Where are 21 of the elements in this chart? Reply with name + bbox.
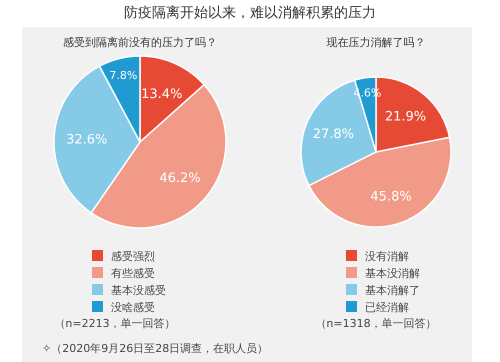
data-label: 21.9% bbox=[384, 110, 426, 125]
legend-label: 基本没感受 bbox=[111, 284, 166, 297]
data-label: 7.8% bbox=[109, 69, 138, 82]
legend-label: 基本消解了 bbox=[365, 284, 420, 297]
chart-title: 防疫隔离开始以来，难以消解积累的压力 bbox=[124, 5, 376, 21]
data-label: 32.6% bbox=[66, 132, 108, 148]
legend-label: 已经消解 bbox=[365, 300, 409, 314]
data-label: 13.4% bbox=[141, 86, 182, 102]
legend-label: 基本没消解 bbox=[365, 266, 420, 280]
legend-label: 感受强烈 bbox=[111, 250, 155, 263]
legend-label: 没啥感受 bbox=[111, 300, 155, 314]
text: ✧（2020年9月26日至28日调查，在职人员） bbox=[42, 342, 268, 355]
chart-subtitle: 现在压力消解了吗？ bbox=[326, 36, 426, 49]
data-label: 27.8% bbox=[312, 127, 354, 142]
data-label: 46.2% bbox=[159, 170, 201, 186]
legend-label: 没有消解 bbox=[365, 250, 409, 263]
chart-subtitle: 感受到隔离前没有的压力了吗？ bbox=[63, 36, 217, 49]
legend-label: 有些感受 bbox=[111, 266, 155, 280]
text: （n=1318，单一回答） bbox=[315, 317, 437, 330]
data-label: 45.8% bbox=[370, 190, 412, 205]
text: （n=2213，单一回答） bbox=[54, 317, 176, 330]
